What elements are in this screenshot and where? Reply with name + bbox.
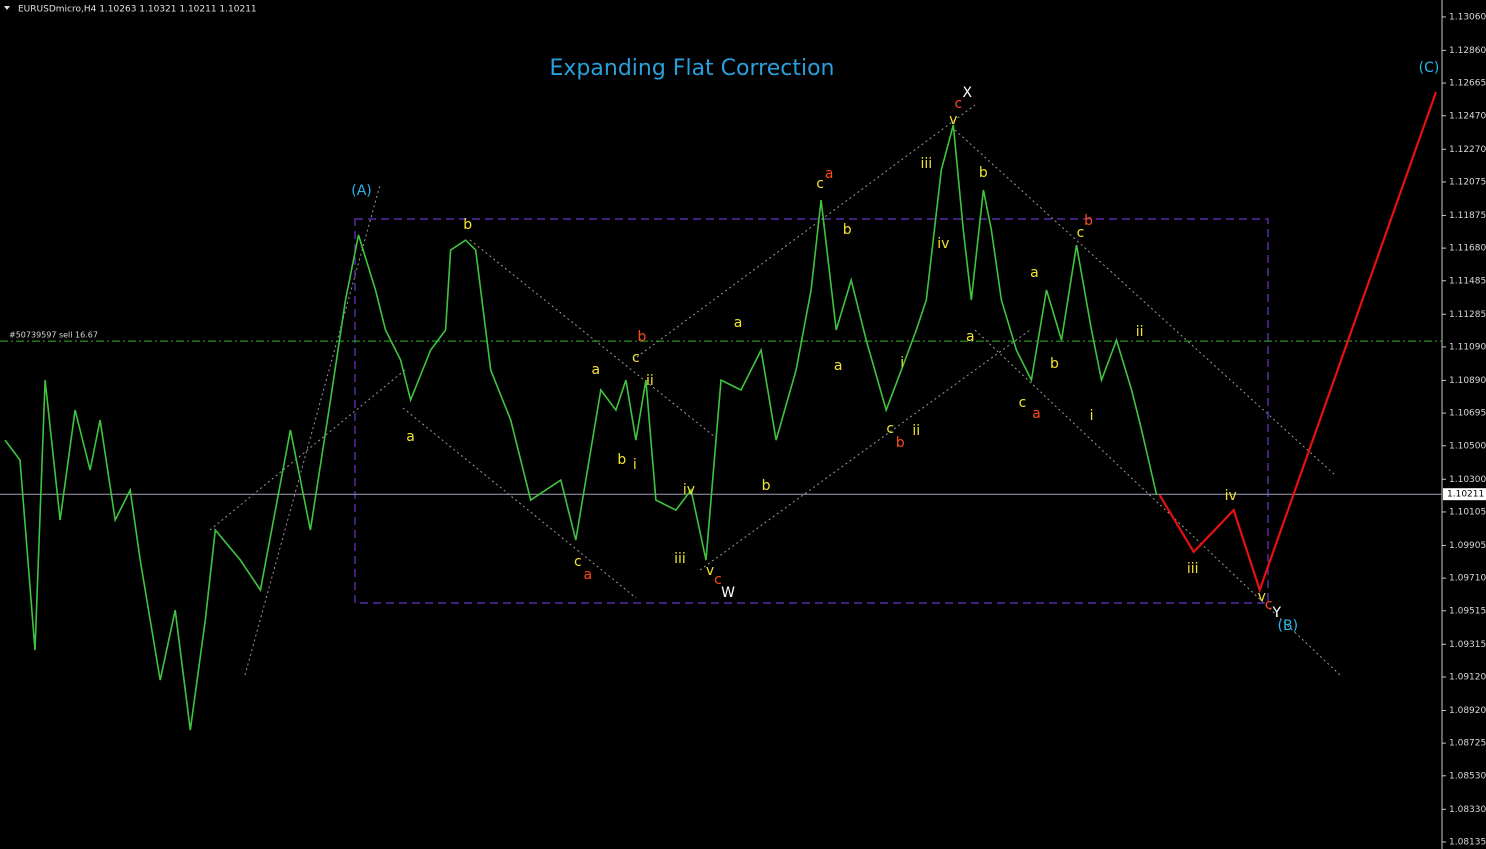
wave-label: ii: [1136, 324, 1144, 340]
y-tick-label: 1.10500: [1449, 441, 1486, 451]
y-tick-label: 1.11680: [1449, 244, 1486, 254]
channel-line: [469, 239, 716, 438]
wave-label: v: [949, 112, 957, 128]
wave-label: c: [574, 554, 582, 570]
y-tick-label: 1.10300: [1449, 475, 1486, 485]
wave-label: W: [721, 585, 735, 601]
y-tick-label: 1.09315: [1449, 640, 1486, 650]
y-tick-label: 1.09905: [1449, 541, 1486, 551]
wave-label: b: [617, 452, 626, 468]
wave-label: iv: [1225, 488, 1237, 504]
wave-label: c: [816, 176, 824, 192]
wave-label: ii: [646, 373, 654, 389]
wave-label: a: [734, 315, 743, 331]
wave-label: a: [584, 567, 593, 583]
wave-label: c: [954, 96, 962, 112]
wave-label: Y: [1271, 605, 1281, 621]
wave-label: b: [843, 222, 852, 238]
wave-label: c: [632, 350, 640, 366]
wave-label: c: [886, 421, 894, 437]
wave-label: c: [714, 572, 722, 588]
wave-label: (C): [1419, 60, 1440, 76]
channel-line: [974, 329, 1341, 676]
wave-label: v: [1258, 589, 1266, 605]
wave-label: a: [1032, 406, 1041, 422]
wave-label: i: [1090, 408, 1094, 424]
wave-label: v: [706, 563, 714, 579]
wave-label: b: [762, 478, 771, 494]
channel-line: [699, 329, 1031, 571]
y-tick-label: 1.13060: [1449, 12, 1486, 22]
wave-label: X: [963, 85, 973, 101]
wave-label: c: [1265, 597, 1273, 613]
last-price-box: [1443, 488, 1486, 501]
y-tick-label: 1.08725: [1449, 739, 1486, 749]
wave-label: a: [1030, 265, 1039, 281]
channel-line: [402, 407, 637, 599]
symbol-header: EURUSDmicro,H4 1.10263 1.10321 1.10211 1…: [18, 5, 257, 15]
wave-label: b: [979, 165, 988, 181]
y-tick-label: 1.08530: [1449, 771, 1486, 781]
wave-label: b: [896, 435, 905, 451]
y-tick-label: 1.10890: [1449, 376, 1486, 386]
wave-label: iv: [937, 236, 949, 252]
y-tick-label: 1.09515: [1449, 606, 1486, 616]
wave-label: b: [463, 217, 472, 233]
y-tick-label: 1.08135: [1449, 837, 1486, 847]
wave-label: c: [1019, 395, 1027, 411]
last-price-label: 1.10211: [1447, 490, 1484, 500]
y-tick-label: 1.09710: [1449, 574, 1486, 584]
channel-line: [209, 369, 406, 531]
wave-label: a: [592, 362, 601, 378]
y-tick-label: 1.12665: [1449, 79, 1486, 89]
wave-label: (A): [351, 183, 372, 199]
y-tick-label: 1.12470: [1449, 111, 1486, 121]
price-line: [1158, 91, 1438, 594]
wave-label: iii: [920, 156, 932, 172]
channel-line: [954, 129, 1336, 476]
y-tick-label: 1.12270: [1449, 145, 1486, 155]
wave-label: (B): [1278, 618, 1299, 634]
wave-label: ii: [912, 423, 920, 439]
y-tick-label: 1.10695: [1449, 409, 1486, 419]
chart-title: Expanding Flat Correction: [550, 56, 835, 81]
order-line-label: #50739597 sell 16.67: [9, 331, 98, 340]
price-line: [4, 124, 1158, 731]
wave-label: iii: [674, 551, 686, 567]
wave-label: a: [825, 166, 834, 182]
y-tick-label: 1.08330: [1449, 805, 1486, 815]
channel-line: [632, 104, 976, 361]
y-tick-label: 1.12075: [1449, 177, 1486, 187]
y-tick-label: 1.09120: [1449, 672, 1486, 682]
y-tick-label: 1.08920: [1449, 706, 1486, 716]
wave-label: c: [1077, 225, 1085, 241]
wave-label: b: [1084, 213, 1093, 229]
y-tick-label: 1.10105: [1449, 507, 1486, 517]
y-tick-label: 1.11090: [1449, 342, 1486, 352]
y-tick-label: 1.11875: [1449, 211, 1486, 221]
wave-label: b: [1050, 356, 1059, 372]
wave-label: a: [966, 329, 975, 345]
channel-lines: [209, 104, 1341, 676]
y-tick-label: 1.12860: [1449, 46, 1486, 56]
header-arrow: [4, 6, 10, 10]
wave-label: iv: [683, 482, 695, 498]
wave-label: iii: [1187, 561, 1199, 577]
wave-label: i: [633, 457, 637, 473]
range-box: [354, 218, 1269, 604]
y-tick-label: 1.11285: [1449, 310, 1486, 320]
y-tick-label: 1.11485: [1449, 276, 1486, 286]
wave-label: i: [900, 355, 904, 371]
wave-label: a: [406, 429, 415, 445]
wave-label: a: [834, 358, 843, 374]
wave-label: b: [637, 329, 646, 345]
